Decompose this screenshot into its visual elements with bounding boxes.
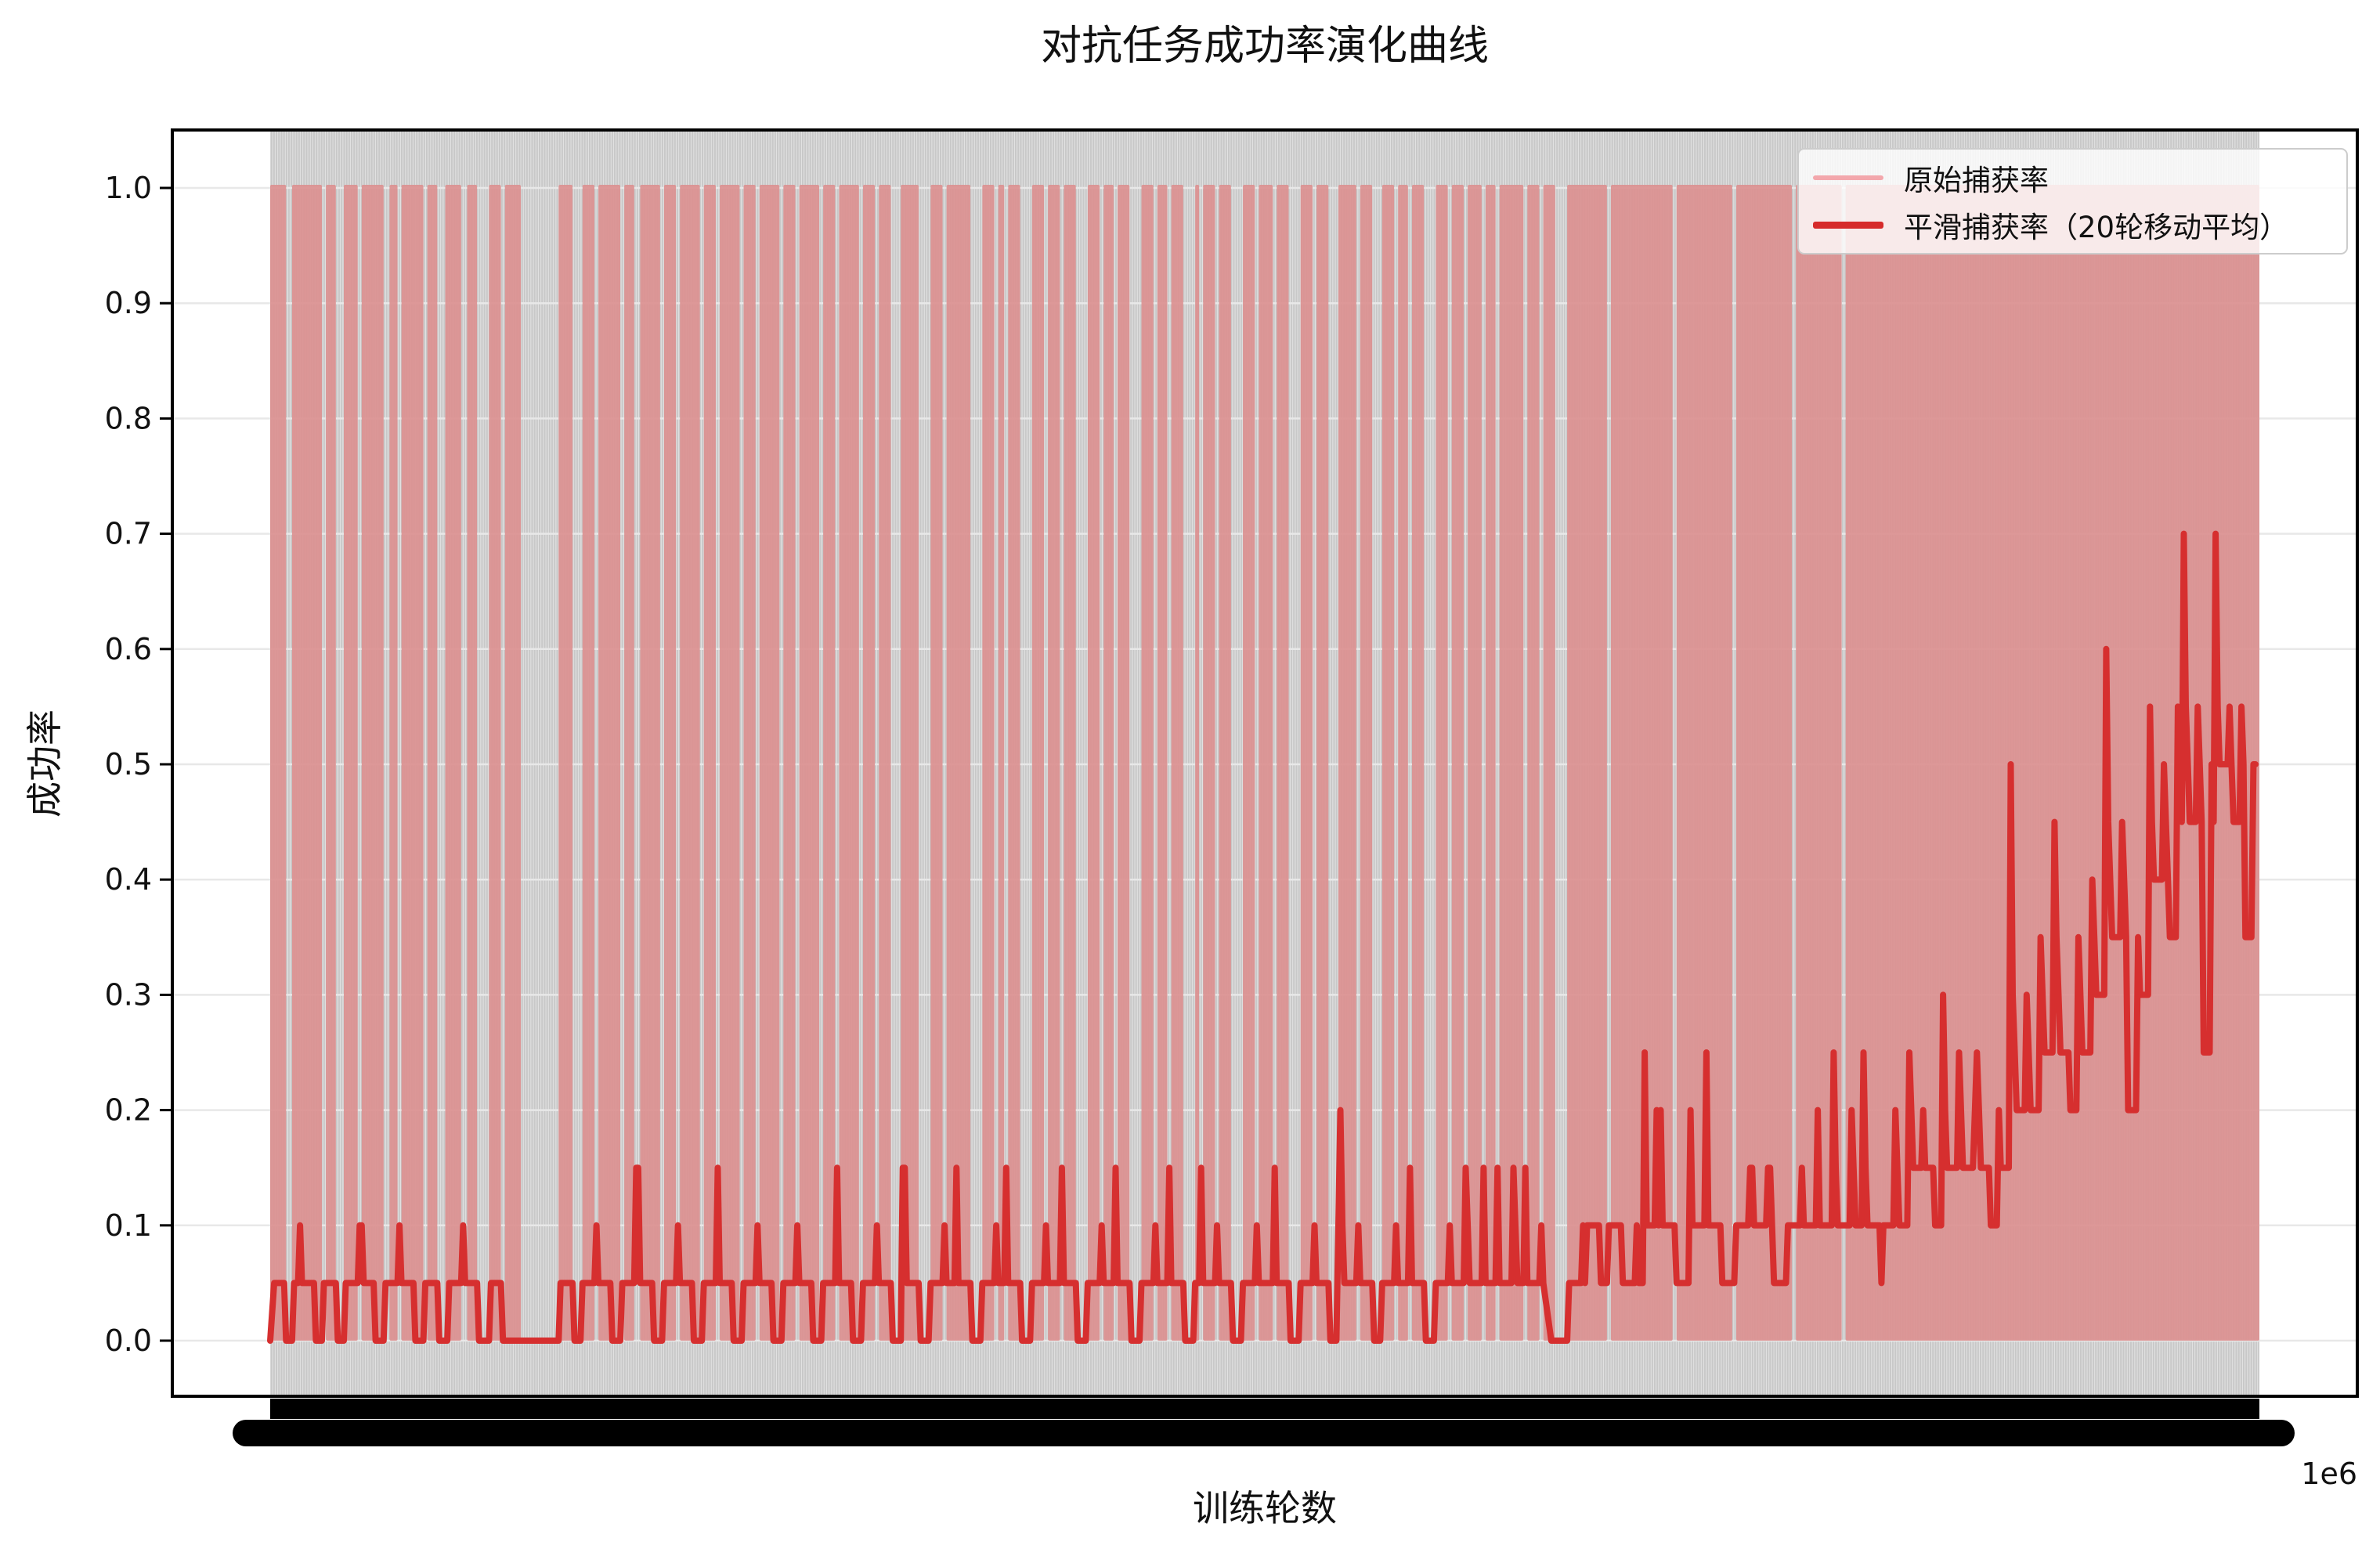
x-tick-marks-band <box>270 1399 2259 1419</box>
x-axis-offset-text: 1e6 <box>2301 1457 2357 1491</box>
chart-title: 对抗任务成功率演化曲线 <box>1040 23 1489 70</box>
raw-line-swatch <box>1813 175 1883 180</box>
y-tick-label: 0.7 <box>105 517 152 551</box>
smoothed-series-line <box>267 530 2259 1344</box>
y-axis-ticks: 0.0 0.1 0.2 0.3 0.4 0.5 0.6 0.7 0.8 0.9 1.0 <box>105 171 172 1358</box>
y-tick-label: 0.8 <box>105 401 152 435</box>
y-tick-label: 0.5 <box>105 747 152 782</box>
x-ticklabels-overlap-blob <box>233 1420 2295 1446</box>
legend-smoothed-label: 平滑捕获率（20轮移动平均） <box>1904 211 2289 244</box>
y-tick-label: 1.0 <box>105 171 152 205</box>
legend-box: 原始捕获率 平滑捕获率（20轮移动平均） <box>1797 148 2348 255</box>
y-tick-label: 0.3 <box>105 977 152 1012</box>
y-axis-label: 成功率 <box>23 709 66 818</box>
y-tick-label: 0.4 <box>105 862 152 897</box>
legend-item-smoothed: 平滑捕获率（20轮移动平均） <box>1807 204 2338 246</box>
y-tick-label: 0.1 <box>105 1208 152 1243</box>
smoothed-line-swatch <box>1813 221 1883 229</box>
x-axis-label: 训练轮数 <box>1193 1487 1337 1529</box>
y-tick-label: 0.0 <box>105 1323 152 1358</box>
y-tick-label: 0.2 <box>105 1093 152 1128</box>
legend-item-raw: 原始捕获率 <box>1807 157 2338 199</box>
y-tick-label: 0.6 <box>105 632 152 666</box>
legend-raw-label: 原始捕获率 <box>1904 164 2049 197</box>
raw-series-columns <box>270 185 2259 1341</box>
y-tick-label: 0.9 <box>105 286 152 320</box>
